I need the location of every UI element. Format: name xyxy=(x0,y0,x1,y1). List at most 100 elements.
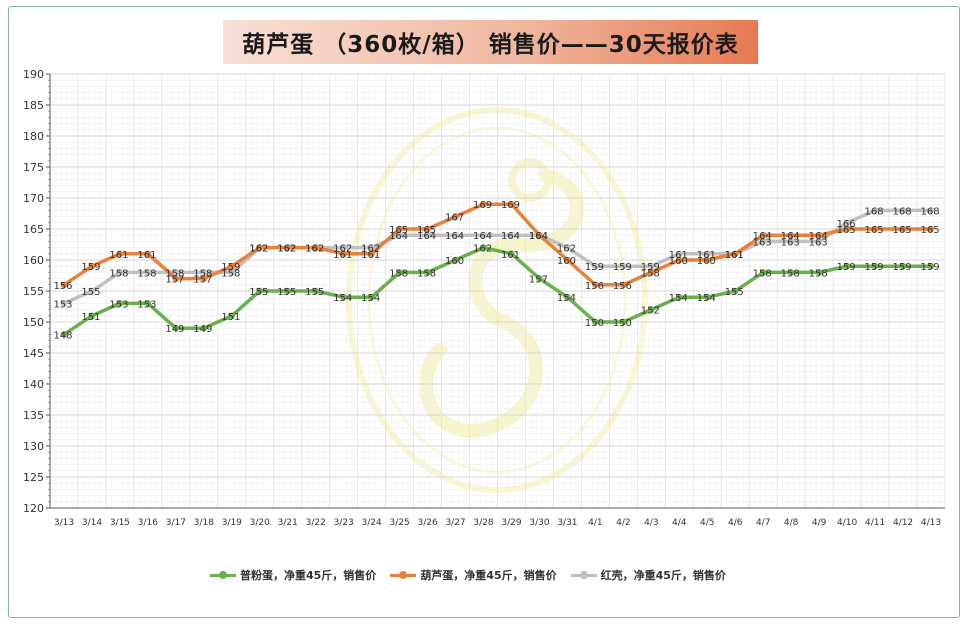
data-point xyxy=(871,225,879,233)
legend-item-hulu: 葫芦蛋，净重45斤，销售价 xyxy=(390,567,557,583)
data-point xyxy=(480,232,487,239)
data-point xyxy=(704,256,711,264)
data-point xyxy=(899,225,907,233)
data-label: 161 xyxy=(333,250,352,261)
chart-title-banner: 葫芦蛋 （360枚/箱） 销售价——30天报价表 xyxy=(223,20,758,64)
data-label: 158 xyxy=(781,268,800,279)
data-point xyxy=(312,287,319,295)
data-point xyxy=(676,250,683,257)
data-point xyxy=(144,300,152,307)
y-tick-label: 150 xyxy=(23,316,44,329)
data-label: 154 xyxy=(669,293,688,304)
data-label: 152 xyxy=(641,306,660,317)
data-label: 162 xyxy=(305,244,324,255)
chart-frame xyxy=(8,6,960,618)
data-point xyxy=(564,294,571,301)
data-point xyxy=(704,294,711,301)
data-point xyxy=(536,275,543,282)
data-label: 168 xyxy=(920,206,939,217)
data-label: 158 xyxy=(753,268,772,279)
x-tick-label: 3/22 xyxy=(306,518,326,528)
data-label: 162 xyxy=(277,244,296,255)
data-label: 164 xyxy=(445,231,464,242)
data-point xyxy=(648,269,655,276)
series-line-0 xyxy=(63,245,931,336)
data-label: 164 xyxy=(529,231,548,242)
y-tick-label: 175 xyxy=(23,161,44,174)
data-point xyxy=(396,269,403,276)
data-label: 158 xyxy=(109,268,128,279)
data-label: 155 xyxy=(277,287,296,298)
data-point xyxy=(116,300,124,307)
data-point xyxy=(172,269,180,276)
data-label: 161 xyxy=(137,250,156,261)
data-point xyxy=(620,281,627,288)
y-tick-label: 140 xyxy=(23,378,44,391)
x-tick-label: 3/21 xyxy=(278,518,298,528)
axes: 120 125 130 135 140 145 150 155 160 165 170 175 180 1… xyxy=(23,68,945,528)
data-label: 161 xyxy=(669,250,688,261)
data-point xyxy=(256,287,263,295)
data-point xyxy=(815,232,823,239)
data-label: 148 xyxy=(53,330,72,341)
data-point xyxy=(927,207,935,214)
data-point xyxy=(815,238,823,245)
data-label: 163 xyxy=(809,237,828,248)
x-tick-label: 3/16 xyxy=(138,518,158,528)
y-tick-label: 155 xyxy=(23,285,44,298)
data-label: 165 xyxy=(893,225,912,236)
data-point xyxy=(592,263,599,270)
data-label: 158 xyxy=(389,268,408,279)
y-tick-label: 145 xyxy=(23,347,44,360)
data-point xyxy=(172,325,180,332)
data-point xyxy=(256,244,263,251)
data-label: 159 xyxy=(613,262,632,273)
data-label: 157 xyxy=(529,275,548,286)
data-label: 162 xyxy=(333,244,352,255)
x-tick-label: 4/10 xyxy=(837,518,857,528)
data-label: 165 xyxy=(389,225,408,236)
legend-label-hongke: 红壳，净重45斤，销售价 xyxy=(600,569,726,582)
data-point xyxy=(284,287,291,295)
data-point xyxy=(508,250,515,257)
data-point xyxy=(871,263,879,270)
data-label: 159 xyxy=(865,262,884,273)
data-point xyxy=(228,269,235,276)
data-point xyxy=(396,225,403,233)
data-point xyxy=(200,325,208,332)
y-tick-label: 125 xyxy=(23,471,44,484)
x-tick-label: 4/1 xyxy=(588,518,602,528)
data-point xyxy=(116,250,124,257)
data-label: 153 xyxy=(137,299,156,310)
data-point xyxy=(620,263,627,270)
data-point xyxy=(648,306,655,313)
x-tick-label: 3/28 xyxy=(473,518,493,528)
data-label: 159 xyxy=(81,262,100,273)
x-tick-label: 3/19 xyxy=(222,518,242,528)
data-label: 164 xyxy=(753,231,772,242)
data-point xyxy=(312,244,319,251)
data-label: 155 xyxy=(81,287,100,298)
data-label: 155 xyxy=(725,287,744,298)
data-label: 161 xyxy=(725,250,744,261)
data-label: 166 xyxy=(837,219,856,230)
data-label: 158 xyxy=(137,268,156,279)
data-point xyxy=(843,225,851,233)
data-point xyxy=(927,225,935,233)
data-label: 162 xyxy=(361,244,380,255)
y-tick-label: 130 xyxy=(23,440,44,453)
data-label: 154 xyxy=(697,293,716,304)
data-label: 169 xyxy=(501,200,520,211)
data-label: 164 xyxy=(389,231,408,242)
data-point xyxy=(564,244,571,251)
data-label: 169 xyxy=(473,200,492,211)
data-point xyxy=(815,269,823,276)
data-label: 168 xyxy=(893,206,912,217)
data-label: 154 xyxy=(557,293,576,304)
series-line-2 xyxy=(63,208,931,306)
x-tick-label: 4/6 xyxy=(728,518,743,528)
data-label: 168 xyxy=(865,206,884,217)
x-tick-label: 3/15 xyxy=(110,518,130,528)
x-tick-label: 3/13 xyxy=(54,518,74,528)
y-tick-label: 160 xyxy=(23,254,44,267)
